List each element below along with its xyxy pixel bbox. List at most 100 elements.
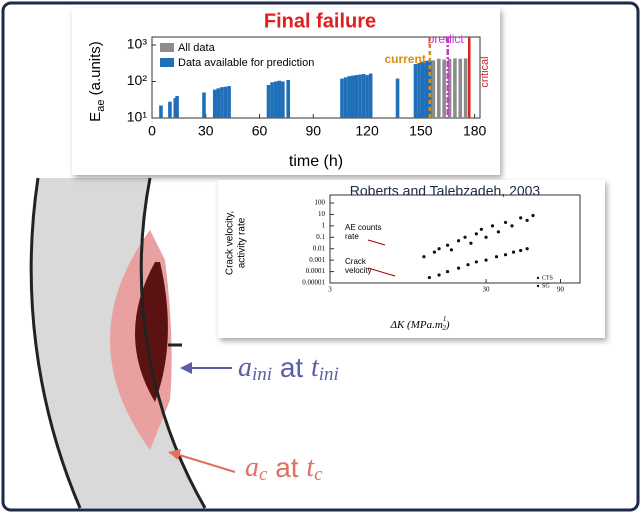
y-axis-label-part: ae	[95, 100, 107, 112]
point	[512, 251, 515, 254]
label-part: c	[314, 464, 323, 485]
point	[510, 224, 513, 227]
point	[437, 273, 440, 276]
point	[475, 260, 478, 263]
bar	[358, 75, 362, 118]
bar	[421, 62, 425, 118]
point	[437, 247, 440, 250]
bar	[227, 86, 231, 118]
point	[457, 239, 460, 242]
bar	[396, 79, 400, 118]
y-tick-label: 0.0001	[306, 267, 326, 275]
point	[504, 221, 507, 224]
label-part: ini	[319, 364, 339, 385]
y-tick-label: 10	[318, 210, 326, 218]
bar	[159, 106, 163, 118]
bar	[347, 76, 351, 118]
annotation: rate	[345, 232, 359, 241]
chart-card	[218, 180, 605, 338]
legend-swatch	[160, 43, 174, 52]
label-part: at	[272, 352, 311, 383]
bar	[175, 96, 179, 118]
x-axis-label-part: ΔK (MPa.m	[390, 319, 443, 331]
bar	[168, 102, 172, 118]
bar	[355, 75, 359, 118]
point	[433, 251, 436, 254]
label-part: a	[245, 452, 259, 483]
legend-label: CTS	[542, 275, 553, 281]
bar	[270, 82, 274, 118]
bar	[464, 58, 468, 118]
bar	[432, 60, 436, 118]
bar	[369, 74, 373, 118]
point	[504, 253, 507, 256]
x-tick-label: 180	[463, 123, 487, 139]
chart-title: Final failure	[264, 10, 376, 32]
point	[519, 216, 522, 219]
x-axis-label: time (h)	[289, 153, 343, 170]
bar	[340, 79, 344, 118]
legend-label: Data available for prediction	[178, 57, 314, 69]
point	[519, 249, 522, 252]
point	[446, 270, 449, 273]
y-tick-label: 0.00001	[302, 279, 325, 287]
legend-swatch	[160, 58, 174, 67]
bar	[437, 59, 441, 118]
slide: aini at tini ac at tc 030609012015018010…	[0, 0, 641, 513]
point	[466, 263, 469, 266]
y-tick-label: 0.1	[316, 233, 325, 241]
legend-label: SG	[542, 283, 550, 289]
bar	[267, 85, 271, 118]
chart-title: Roberts and Talebzadeh, 2003	[350, 183, 541, 199]
point	[480, 228, 483, 231]
y-axis-label: Crack velocity,	[225, 211, 236, 275]
y-axis-label-part: E	[87, 112, 104, 122]
bar	[362, 74, 366, 118]
point	[484, 259, 487, 262]
bar	[277, 81, 281, 118]
point	[463, 236, 466, 239]
bar	[220, 87, 224, 118]
y-tick-label: 10²	[127, 72, 148, 88]
annotation: Crack	[345, 257, 367, 266]
label-part: ini	[252, 364, 272, 385]
bar	[224, 87, 228, 118]
bar	[344, 77, 348, 118]
x-tick-label: 90	[557, 286, 565, 294]
x-tick-label: 3	[328, 286, 332, 294]
point	[491, 224, 494, 227]
point	[526, 247, 529, 250]
bar	[286, 80, 290, 118]
bar	[458, 59, 462, 118]
y-tick-label: 0.01	[313, 244, 326, 252]
y-tick-label: 1	[322, 221, 326, 229]
point	[495, 255, 498, 258]
y-tick-label: 10¹	[127, 109, 148, 125]
marker-label: predict	[428, 32, 465, 46]
critical-label: ac at tc	[245, 452, 323, 485]
y-axis-label: activity rate	[237, 217, 248, 268]
bar	[453, 58, 457, 118]
annotation: AE counts	[345, 223, 381, 232]
bar	[274, 82, 278, 119]
y-axis-label-part: (a.units)	[87, 41, 104, 99]
point	[497, 230, 500, 233]
y-tick-label: 100	[315, 199, 326, 207]
x-tick-label: 30	[198, 123, 214, 139]
legend-marker	[537, 285, 539, 287]
legend-marker	[537, 277, 539, 279]
x-axis-label-part: )	[445, 319, 450, 331]
x-tick-label: 60	[252, 123, 268, 139]
bar	[351, 76, 355, 118]
y-tick-label: 10³	[127, 36, 148, 52]
x-tick-label: 120	[355, 123, 379, 139]
point	[428, 276, 431, 279]
x-tick-label: 90	[306, 123, 322, 139]
point	[422, 255, 425, 258]
bar	[202, 92, 206, 118]
bar	[281, 82, 285, 119]
legend-label: All data	[178, 42, 216, 54]
point	[475, 232, 478, 235]
bar	[417, 63, 421, 118]
bar	[424, 61, 428, 118]
